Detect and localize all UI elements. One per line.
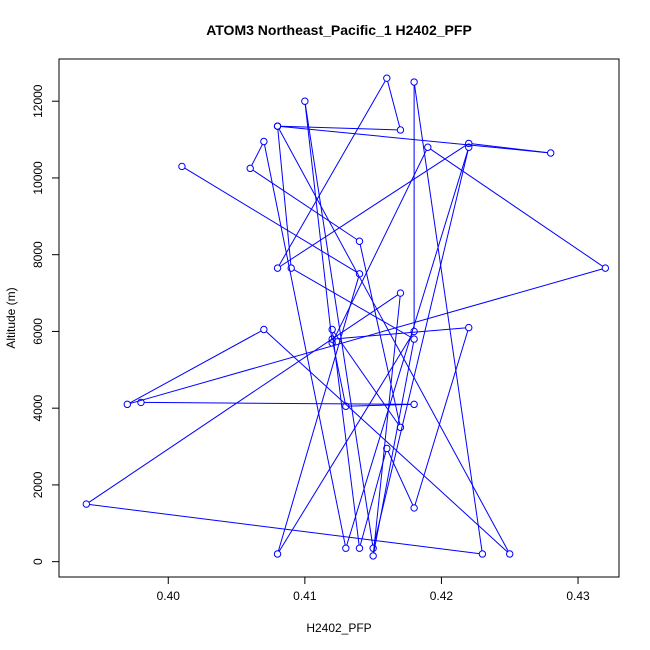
data-point (273, 122, 282, 130)
data-point (465, 143, 473, 151)
data-point (410, 327, 418, 336)
line-segment (278, 128, 509, 552)
data-point (410, 504, 418, 512)
y-tick-label: 0 (31, 558, 45, 565)
line-segment (387, 81, 401, 128)
data-point (260, 137, 268, 146)
line-segment (129, 330, 262, 404)
x-tick-label: 0.43 (566, 589, 590, 603)
line-segment (304, 104, 333, 340)
data-point (369, 552, 377, 560)
line-segment (251, 144, 263, 166)
line-segment (278, 80, 386, 266)
y-tick-label: 10000 (31, 161, 45, 195)
data-point (273, 264, 282, 272)
line-segment (332, 342, 346, 404)
line-segment (184, 167, 358, 273)
chart-title: ATOM3 Northeast_Pacific_1 H2402_PFP (206, 22, 472, 38)
data-point (355, 237, 364, 245)
y-tick-label: 6000 (31, 318, 45, 345)
x-tick-label: 0.40 (157, 589, 181, 603)
data-point (246, 164, 254, 173)
data-point (287, 264, 295, 272)
y-tick-label: 8000 (31, 241, 45, 268)
data-point (342, 544, 350, 552)
series-points (82, 74, 610, 560)
data-point (383, 74, 391, 82)
data-point (478, 550, 487, 558)
line-segment (346, 150, 469, 546)
data-point (273, 550, 282, 558)
data-point (178, 162, 186, 171)
line-segment (372, 296, 401, 553)
line-segment (359, 244, 401, 425)
data-point (137, 398, 145, 407)
y-tick-label: 2000 (31, 471, 45, 498)
plot-frame (58, 58, 620, 578)
x-axis-label: H2402_PFP (306, 621, 371, 635)
line-segment (333, 331, 400, 426)
data-point (328, 339, 336, 347)
line-segment (279, 144, 467, 267)
series-line (88, 80, 603, 555)
data-point (547, 149, 555, 157)
data-point (410, 400, 418, 409)
data-point (301, 97, 309, 105)
data-point (396, 126, 405, 134)
line-segment (414, 85, 483, 551)
data-point (383, 444, 391, 453)
line-segment (265, 331, 508, 553)
line-segment (280, 125, 548, 154)
data-point (396, 423, 405, 432)
y-axis: 0 2000 4000 6000 8000 10000 12000 (31, 84, 59, 565)
x-tick-label: 0.42 (430, 589, 454, 603)
data-point (355, 270, 364, 278)
line-segment (304, 104, 374, 546)
data-point (328, 325, 336, 334)
line-segment (335, 327, 466, 340)
data-point (396, 289, 405, 297)
data-point (355, 544, 364, 552)
line-segment (264, 144, 346, 546)
y-axis-label: Altitude (m) (4, 287, 18, 348)
data-point (260, 325, 268, 334)
data-point (328, 335, 336, 343)
line-segment (252, 169, 358, 240)
line-segment (89, 504, 480, 555)
x-tick-label: 0.41 (293, 589, 317, 603)
data-point (465, 139, 473, 148)
line-segment (373, 150, 469, 546)
line-segment (333, 149, 427, 341)
line-segment (280, 125, 398, 131)
line-segment (88, 294, 399, 503)
line-segment (332, 332, 360, 546)
data-point (465, 323, 473, 332)
data-point (369, 544, 377, 552)
y-tick-label: 4000 (31, 395, 45, 422)
y-tick-label: 12000 (31, 84, 45, 118)
data-point (601, 264, 610, 272)
data-point (410, 78, 418, 86)
data-point (506, 550, 514, 558)
data-point (342, 402, 350, 410)
line-segment (414, 330, 469, 506)
x-axis: 0.40 0.41 0.42 0.43 (157, 577, 590, 603)
data-point (82, 500, 91, 508)
line-segment (144, 401, 411, 405)
line-segment (277, 129, 292, 265)
data-point (123, 400, 131, 409)
line-segment (430, 148, 603, 267)
line-segment (293, 269, 412, 338)
data-point (424, 143, 432, 151)
line-segment (387, 451, 414, 506)
line-segment (359, 451, 387, 546)
data-point (410, 335, 418, 343)
